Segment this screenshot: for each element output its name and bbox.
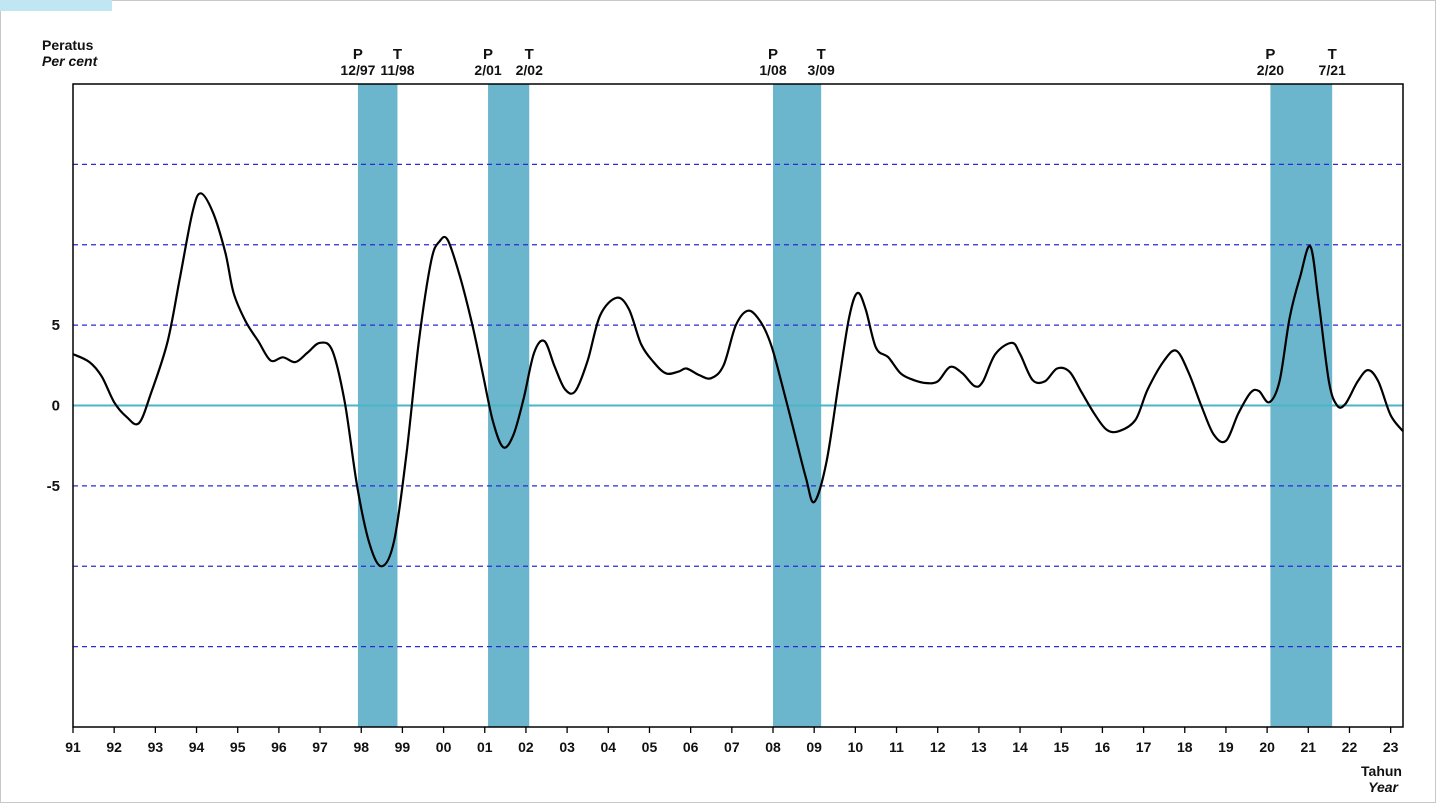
peak-date-label: 1/08 [759,62,786,78]
trough-marker: T [525,46,534,63]
x-tick-label: 16 [1095,739,1111,755]
x-tick-label: 00 [436,739,452,755]
series-line [72,192,1404,568]
x-tick-label: 15 [1053,739,1069,755]
y-tick-label: -5 [47,478,60,495]
trough-date-label: 7/21 [1319,62,1346,78]
plot-area-border [72,83,1404,728]
x-tick-label: 91 [65,739,81,755]
x-tick-label: 08 [765,739,781,755]
x-tick-label: 20 [1259,739,1275,755]
x-tick-label: 92 [106,739,122,755]
trough-date-label: 11/98 [380,62,414,78]
x-tick-label: 02 [518,739,534,755]
x-tick-label: 12 [930,739,946,755]
trough-date-label: 2/02 [516,62,543,78]
peak-marker: P [1265,46,1275,63]
x-axis-title: Tahun [1361,763,1402,779]
x-tick-label: 03 [559,739,575,755]
x-tick-label: 23 [1383,739,1399,755]
x-tick-label: 18 [1177,739,1193,755]
x-tick-label: 94 [189,739,205,755]
x-tick-label: 13 [971,739,987,755]
y-axis-title-en: Per cent [42,53,99,69]
x-tick-label: 04 [601,739,617,755]
x-tick-label: 05 [642,739,658,755]
x-axis-ticks: 91 92 93 94 95 96 97 98 99 00 01 02 03 04 05 06 07 08 09 10… [65,727,1399,755]
x-tick-label: 93 [148,739,164,755]
y-axis-title: Peratus [42,37,94,53]
y-tick-label: 5 [52,317,60,334]
corner-tab [0,0,112,11]
trough-marker: T [817,46,826,63]
x-tick-label: 14 [1012,739,1028,755]
x-tick-label: 98 [353,739,369,755]
y-axis-ticks: 5 0 -5 [47,317,60,495]
trough-marker: T [1328,46,1337,63]
x-tick-label: 19 [1218,739,1234,755]
x-tick-label: 06 [683,739,699,755]
trough-date-label: 3/09 [808,62,835,78]
x-tick-label: 22 [1342,739,1358,755]
x-tick-label: 99 [395,739,411,755]
x-tick-label: 96 [271,739,287,755]
gridlines [73,163,1403,648]
peak-date-label: 2/20 [1257,62,1284,78]
peak-marker: P [353,46,363,63]
peak-marker: P [483,46,493,63]
x-tick-label: 11 [889,739,904,755]
peak-date-label: 12/97 [340,62,375,78]
y-tick-label: 0 [52,398,60,415]
x-tick-label: 17 [1136,739,1152,755]
x-tick-label: 09 [806,739,822,755]
x-tick-label: 95 [230,739,246,755]
recession-labels: P12/97T11/98P2/01T2/02P1/08T3/09P2/20T7/… [340,46,1346,78]
peak-date-label: 2/01 [474,62,501,78]
peak-marker: P [768,46,778,63]
x-tick-label: 21 [1301,739,1317,755]
x-tick-label: 10 [848,739,864,755]
trough-marker: T [393,46,402,63]
x-axis-title-en: Year [1368,779,1399,795]
x-tick-label: 07 [724,739,740,755]
x-tick-label: 97 [312,739,328,755]
x-tick-label: 01 [477,739,493,755]
